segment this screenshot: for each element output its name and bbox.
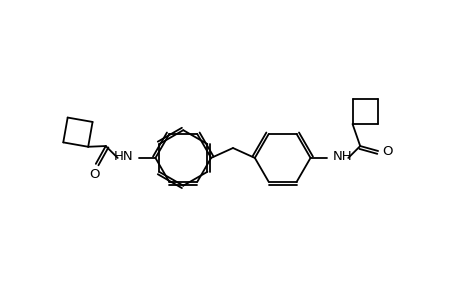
Text: NH: NH <box>332 150 351 164</box>
Text: O: O <box>381 146 392 158</box>
Text: HN: HN <box>114 150 133 164</box>
Text: O: O <box>90 168 100 181</box>
